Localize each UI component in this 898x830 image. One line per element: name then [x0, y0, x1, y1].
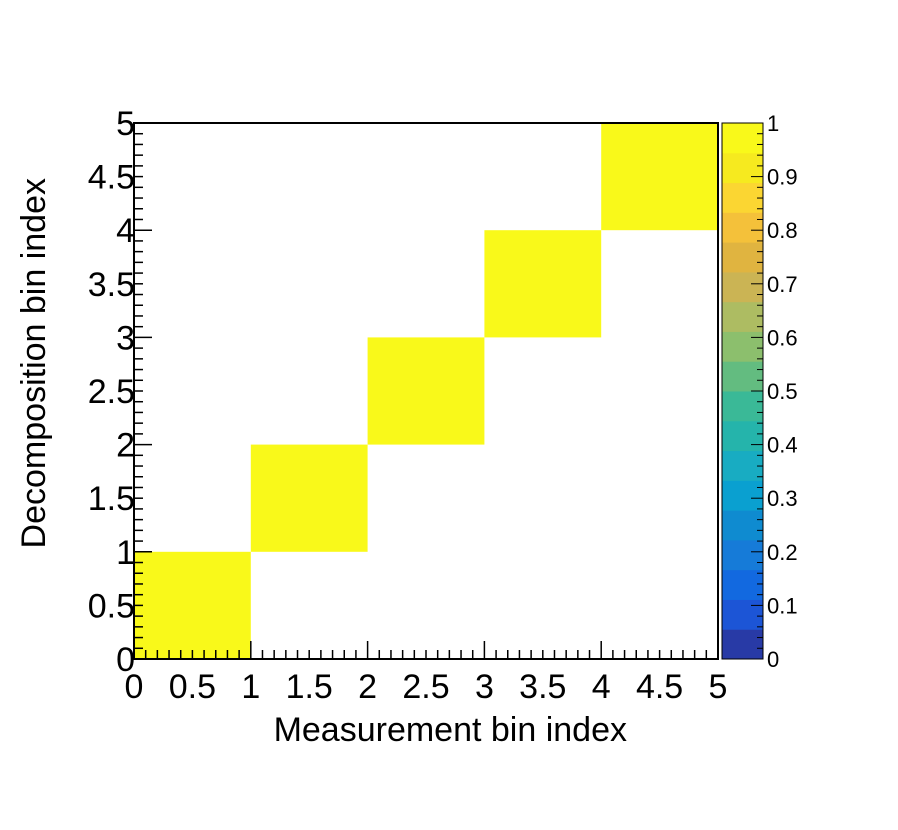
x-tick-label: 1: [241, 668, 260, 706]
color-palette-ticks: [751, 122, 763, 660]
x-tick-label: 3: [475, 668, 494, 706]
x-axis-title: Measurement bin index: [274, 711, 627, 749]
y-axis-title: Decomposition bin index: [15, 178, 53, 548]
palette-color-segment: [722, 361, 763, 392]
x-tick-label: 2.5: [402, 668, 449, 706]
palette-tick-label: 0.4: [767, 433, 798, 458]
color-palette-labels: 0 0.1 0.2 0.3 0.4 0.5 0.6 0.7 0.8 0.9 1: [767, 111, 798, 672]
palette-color-segment: [722, 242, 763, 273]
y-tick-label: 2: [116, 427, 135, 465]
x-tick-label: 4.5: [636, 668, 683, 706]
x-axis-tick-labels: 0 0.5 1 1.5 2 2.5 3 3.5 4 4.5 5: [125, 668, 728, 706]
y-tick-label: 5: [116, 105, 135, 143]
palette-color-segment: [722, 152, 763, 184]
y-tick-label: 0.5: [88, 587, 135, 625]
palette-tick-label: 0.1: [767, 593, 798, 618]
palette-color-segment: [722, 331, 763, 362]
palette-color-segment: [722, 450, 763, 481]
palette-color-segment: [722, 391, 763, 422]
y-tick-label: 1.5: [88, 480, 135, 518]
heatmap-cell-2: [367, 337, 485, 445]
y-tick-label: 4: [116, 212, 135, 250]
palette-tick-label: 0.5: [767, 379, 798, 404]
color-palette: [721, 122, 764, 660]
y-axis-ticks: [134, 122, 152, 660]
palette-tick-label: 0: [767, 647, 779, 672]
x-tick-label: 5: [709, 668, 728, 706]
palette-color-segment: [722, 480, 763, 511]
y-tick-label: 3.5: [88, 266, 135, 304]
palette-tick-label: 0.3: [767, 486, 798, 511]
x-tick-label: 3.5: [519, 668, 566, 706]
palette-color-segment: [722, 212, 763, 243]
x-axis-ticks: [133, 641, 719, 659]
palette-color-segment: [722, 539, 763, 571]
x-tick-label: 0: [125, 668, 144, 706]
x-tick-label: 1.5: [286, 668, 333, 706]
y-tick-label: 4.5: [88, 159, 135, 197]
heatmap-cell-3: [484, 230, 602, 338]
palette-color-segment: [722, 510, 763, 541]
palette-color-segment: [722, 301, 763, 332]
x-tick-label: 4: [592, 668, 611, 706]
palette-tick-label: 0.8: [767, 218, 798, 243]
palette-color-segment: [722, 569, 763, 600]
heatmap-cell-0: [134, 551, 251, 659]
y-tick-label: 2.5: [88, 373, 135, 411]
palette-tick-label: 0.7: [767, 272, 798, 297]
palette-tick-label: 0.2: [767, 540, 798, 565]
palette-color-segment: [722, 599, 763, 630]
heatmap-cell-4: [601, 123, 718, 231]
y-tick-label: 0: [116, 641, 135, 679]
palette-tick-label: 0.9: [767, 165, 798, 190]
heatmap-cells: [134, 123, 718, 659]
palette-color-segment: [722, 629, 763, 660]
palette-color-segment: [722, 123, 763, 154]
palette-tick-label: 0.6: [767, 325, 798, 350]
x-tick-label: 0.5: [169, 668, 216, 706]
y-tick-label: 1: [116, 534, 135, 572]
y-axis-tick-labels: 0 0.5 1 1.5 2 2.5 3 3.5 4 4.5 5: [88, 105, 135, 679]
palette-color-segment: [722, 420, 763, 452]
x-tick-label: 2: [358, 668, 377, 706]
palette-color-segment: [722, 271, 763, 303]
y-tick-label: 3: [116, 319, 135, 357]
palette-tick-label: 1: [767, 111, 779, 136]
palette-color-segment: [722, 182, 763, 213]
heatmap-cell-1: [250, 444, 368, 552]
